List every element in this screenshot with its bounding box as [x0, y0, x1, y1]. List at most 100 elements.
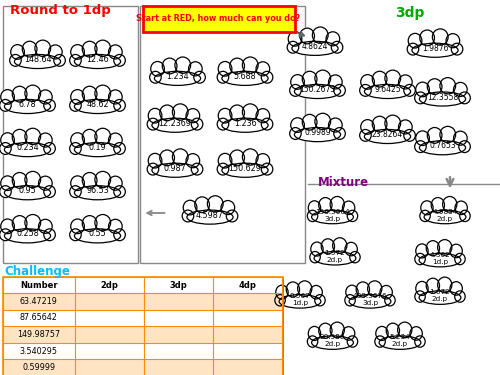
Ellipse shape	[419, 254, 461, 267]
Ellipse shape	[328, 118, 342, 132]
Ellipse shape	[108, 133, 122, 147]
Ellipse shape	[218, 153, 232, 168]
Ellipse shape	[25, 214, 40, 231]
Ellipse shape	[0, 186, 11, 198]
Ellipse shape	[318, 198, 332, 213]
Ellipse shape	[152, 118, 198, 132]
Ellipse shape	[256, 62, 270, 76]
Ellipse shape	[450, 244, 462, 258]
Ellipse shape	[187, 210, 233, 224]
Ellipse shape	[22, 41, 37, 57]
Ellipse shape	[74, 54, 120, 69]
Ellipse shape	[12, 172, 27, 188]
Ellipse shape	[376, 326, 388, 340]
Ellipse shape	[428, 128, 442, 143]
Text: 5.234
2d.p: 5.234 2d.p	[390, 334, 410, 347]
Ellipse shape	[459, 92, 470, 104]
Ellipse shape	[414, 92, 426, 104]
Ellipse shape	[0, 133, 14, 147]
Ellipse shape	[290, 128, 301, 140]
Ellipse shape	[368, 281, 382, 297]
Ellipse shape	[35, 40, 50, 57]
Ellipse shape	[342, 201, 355, 214]
Ellipse shape	[70, 45, 85, 59]
Ellipse shape	[12, 216, 27, 231]
Text: 1.972
2d.p: 1.972 2d.p	[324, 250, 345, 263]
Text: 0.95: 0.95	[18, 186, 36, 195]
Ellipse shape	[114, 229, 126, 241]
Ellipse shape	[114, 142, 126, 154]
Ellipse shape	[279, 295, 321, 308]
Ellipse shape	[192, 118, 203, 130]
Ellipse shape	[74, 186, 120, 200]
Ellipse shape	[217, 71, 228, 83]
Ellipse shape	[44, 99, 56, 111]
Ellipse shape	[108, 219, 122, 233]
Ellipse shape	[95, 214, 110, 231]
Ellipse shape	[4, 229, 51, 243]
Ellipse shape	[82, 172, 97, 188]
Ellipse shape	[332, 41, 343, 53]
Ellipse shape	[188, 62, 202, 76]
Ellipse shape	[424, 210, 466, 224]
Ellipse shape	[438, 277, 452, 293]
Ellipse shape	[438, 240, 452, 255]
Ellipse shape	[330, 196, 344, 212]
Ellipse shape	[222, 163, 268, 177]
Ellipse shape	[345, 295, 356, 306]
Ellipse shape	[44, 186, 56, 198]
Ellipse shape	[386, 323, 400, 338]
Text: 9.6425: 9.6425	[374, 85, 401, 94]
Ellipse shape	[360, 84, 371, 96]
Ellipse shape	[375, 336, 386, 347]
Ellipse shape	[290, 84, 301, 96]
Ellipse shape	[208, 196, 223, 212]
Ellipse shape	[218, 108, 232, 123]
Ellipse shape	[114, 186, 126, 198]
Ellipse shape	[384, 295, 395, 306]
Ellipse shape	[432, 29, 448, 45]
Ellipse shape	[398, 75, 412, 89]
Text: 4.8624: 4.8624	[302, 42, 328, 51]
Ellipse shape	[70, 142, 81, 154]
Ellipse shape	[454, 131, 467, 145]
Ellipse shape	[242, 104, 258, 120]
Text: 87.65642: 87.65642	[20, 314, 58, 322]
Ellipse shape	[326, 32, 340, 46]
Ellipse shape	[12, 86, 27, 102]
Text: 2dp: 2dp	[213, 11, 242, 25]
Ellipse shape	[356, 282, 370, 297]
Text: 1.234: 1.234	[166, 72, 189, 81]
Ellipse shape	[186, 154, 200, 168]
Ellipse shape	[415, 254, 426, 265]
Ellipse shape	[428, 79, 442, 94]
Text: 12.3558: 12.3558	[427, 93, 458, 102]
Bar	[2, 293, 282, 310]
Text: 63.47219: 63.47219	[20, 297, 58, 306]
Ellipse shape	[48, 45, 62, 59]
Bar	[2, 277, 282, 375]
Ellipse shape	[310, 252, 320, 263]
Ellipse shape	[452, 43, 463, 55]
FancyBboxPatch shape	[142, 6, 295, 32]
Ellipse shape	[226, 210, 238, 222]
Ellipse shape	[410, 327, 422, 340]
Ellipse shape	[108, 90, 122, 104]
Ellipse shape	[420, 92, 466, 106]
Ellipse shape	[446, 34, 460, 48]
Ellipse shape	[385, 70, 400, 87]
Ellipse shape	[218, 62, 232, 76]
Text: 23.8264: 23.8264	[372, 130, 403, 139]
Text: 3dp: 3dp	[170, 280, 188, 290]
Ellipse shape	[70, 133, 85, 147]
Ellipse shape	[364, 129, 410, 144]
Ellipse shape	[380, 285, 392, 299]
Ellipse shape	[70, 229, 81, 241]
Ellipse shape	[10, 45, 24, 59]
Ellipse shape	[330, 322, 344, 338]
Ellipse shape	[217, 163, 228, 175]
Ellipse shape	[347, 336, 358, 347]
Ellipse shape	[25, 171, 40, 188]
Ellipse shape	[420, 210, 430, 222]
Ellipse shape	[175, 57, 190, 74]
